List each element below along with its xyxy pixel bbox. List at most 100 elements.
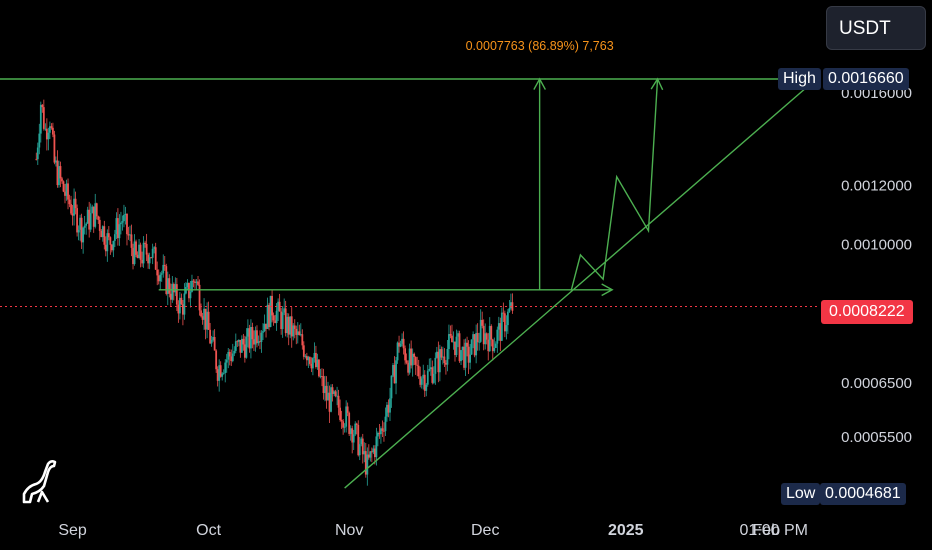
candle <box>245 328 248 359</box>
candle <box>458 330 461 363</box>
candle <box>399 340 402 348</box>
candle <box>256 325 258 348</box>
candle <box>156 261 159 286</box>
candle <box>502 302 505 322</box>
candle <box>410 340 413 369</box>
candle <box>369 451 372 462</box>
measure-label: 0.0007763 (86.89%) 7,763 <box>466 39 614 53</box>
candle <box>366 447 369 486</box>
candle <box>466 336 468 357</box>
candle <box>395 357 397 395</box>
currency-button[interactable]: USDT <box>826 6 926 50</box>
brand-logo-icon <box>22 460 57 504</box>
candle <box>44 123 47 131</box>
candle <box>310 357 313 373</box>
candle <box>56 150 59 188</box>
candle <box>434 352 437 385</box>
candle <box>236 340 239 347</box>
candle <box>234 333 237 354</box>
high-value-badge: 0.0016660 <box>823 68 909 90</box>
candle <box>61 176 63 184</box>
candle <box>110 244 113 253</box>
candle <box>188 282 190 303</box>
candle <box>113 229 116 248</box>
candle <box>375 427 378 466</box>
candle <box>178 291 181 320</box>
candle <box>45 118 48 151</box>
candle <box>346 402 349 417</box>
projection-arrow-head <box>650 77 664 91</box>
candle <box>372 445 375 455</box>
candle <box>354 421 357 437</box>
candle <box>42 99 45 131</box>
candle <box>322 368 325 400</box>
candle <box>153 246 156 254</box>
candle <box>104 236 107 257</box>
candle <box>296 322 299 344</box>
candle <box>225 353 228 373</box>
candle <box>451 324 453 343</box>
ascending-trendline[interactable] <box>344 78 817 489</box>
candle <box>59 161 62 188</box>
projection-path[interactable] <box>570 78 659 290</box>
candle <box>272 312 275 326</box>
candle <box>302 341 305 360</box>
x-tick-label: Oct <box>196 522 221 539</box>
candle <box>62 180 65 193</box>
candle <box>293 319 296 339</box>
candle <box>435 346 438 359</box>
candle <box>378 423 381 439</box>
candle <box>58 160 60 188</box>
candle <box>330 384 332 413</box>
candle <box>383 422 385 442</box>
candle <box>328 385 331 423</box>
candle <box>112 240 115 258</box>
candle <box>38 123 41 155</box>
candle <box>218 359 221 392</box>
candle <box>476 323 479 351</box>
candle <box>460 349 462 365</box>
candle <box>231 343 234 363</box>
candle <box>160 270 163 282</box>
candle <box>360 436 363 447</box>
candle <box>86 206 89 224</box>
candle <box>470 339 473 355</box>
candle <box>454 341 456 362</box>
candle <box>299 323 302 337</box>
candle <box>260 330 263 353</box>
candle <box>243 335 246 363</box>
candle <box>240 335 243 353</box>
candle <box>166 271 169 306</box>
candle <box>426 364 429 387</box>
x-tick-label: 2025 <box>608 522 644 539</box>
candle <box>405 353 408 365</box>
candle <box>85 222 88 235</box>
candle <box>221 371 224 381</box>
candle <box>361 433 364 464</box>
candle <box>139 242 142 268</box>
candle <box>271 289 273 323</box>
candle <box>186 279 189 290</box>
candle <box>242 333 245 351</box>
candle <box>336 386 338 406</box>
candle <box>301 329 304 350</box>
candle <box>469 344 472 370</box>
candle <box>287 313 290 346</box>
candle <box>425 382 428 397</box>
candle <box>416 356 419 377</box>
candle <box>457 330 459 348</box>
candle <box>150 256 153 259</box>
y-tick-label: 0.0012000 <box>841 178 912 195</box>
candle <box>55 156 57 167</box>
candle <box>115 212 118 239</box>
candle <box>345 400 348 433</box>
candle <box>422 364 425 390</box>
candle <box>381 420 384 437</box>
y-axis-ticks: 0.00160000.00120000.00100000.00080000.00… <box>841 85 912 446</box>
candle <box>472 331 475 349</box>
candle <box>280 307 283 335</box>
candle <box>163 256 166 271</box>
candle <box>175 277 178 312</box>
candle <box>200 303 202 318</box>
